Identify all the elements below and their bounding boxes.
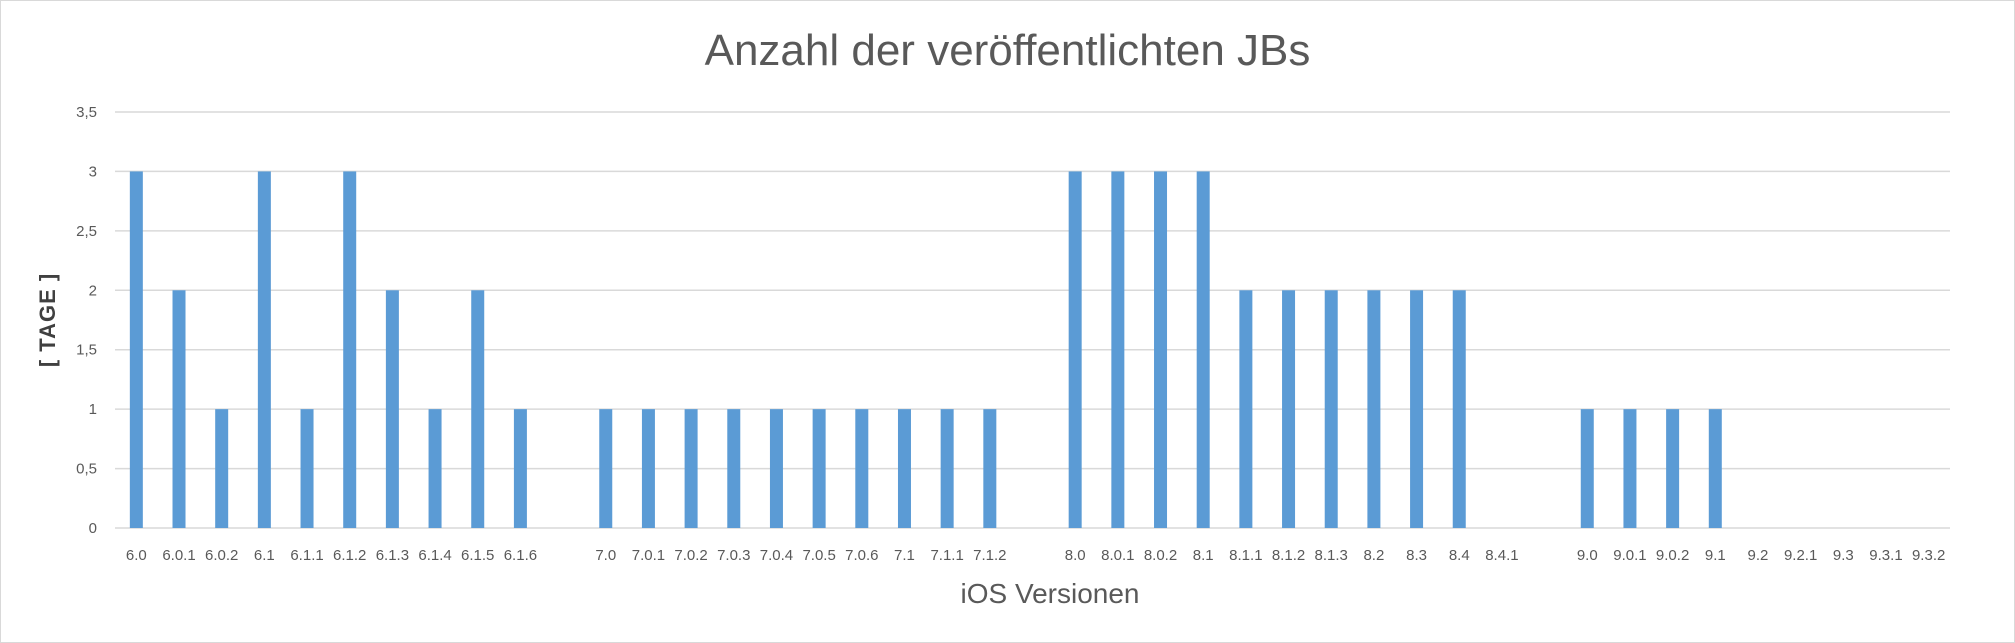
y-tick-label: 0	[89, 520, 97, 537]
bar	[1452, 290, 1466, 528]
x-tick-label: 7.0.1	[632, 547, 665, 564]
x-tick-label: 9.3.1	[1869, 547, 1902, 564]
x-tick-label: 6.1.3	[376, 547, 409, 564]
y-axis-ticks: 0 0,5 1 1,5 2 2,5 3 3,5	[76, 104, 97, 537]
x-tick-label: 9.0	[1577, 547, 1598, 564]
bar	[257, 171, 271, 528]
x-tick-label: 8.2	[1363, 547, 1384, 564]
y-tick-label: 2	[89, 282, 97, 299]
bar	[343, 171, 357, 528]
bar	[641, 409, 655, 528]
bar	[1410, 290, 1424, 528]
x-tick-label: 9.3	[1833, 547, 1854, 564]
y-tick-label: 1,5	[76, 342, 97, 359]
x-tick-label: 6.0.2	[205, 547, 238, 564]
x-tick-label: 7.0.4	[760, 547, 793, 564]
bar	[215, 409, 229, 528]
bar	[1154, 171, 1168, 528]
y-tick-label: 3,5	[76, 104, 97, 121]
x-tick-label: 9.0.1	[1613, 547, 1646, 564]
x-tick-label: 7.0.3	[717, 547, 750, 564]
x-tick-label: 9.0.2	[1656, 547, 1689, 564]
bar	[855, 409, 869, 528]
x-tick-label: 8.1.2	[1272, 547, 1305, 564]
x-tick-label: 8.3	[1406, 547, 1427, 564]
x-tick-label: 6.1.2	[333, 547, 366, 564]
y-tick-label: 0,5	[76, 461, 97, 478]
bars	[129, 171, 1722, 528]
gridlines	[115, 111, 1950, 529]
y-tick-label: 3	[89, 163, 97, 180]
x-axis-ticks: 6.0 6.0.1 6.0.2 6.1 6.1.1 6.1.2 6.1.3 6.1.4 6.1.…	[126, 547, 1945, 564]
x-tick-label: 7.1.1	[930, 547, 963, 564]
bar	[1068, 171, 1082, 528]
x-tick-label: 8.1	[1193, 547, 1214, 564]
bar	[129, 171, 143, 528]
x-tick-label: 7.1	[894, 547, 915, 564]
x-tick-label: 8.4	[1449, 547, 1470, 564]
bar	[983, 409, 997, 528]
y-tick-label: 2,5	[76, 223, 97, 240]
bar	[385, 290, 399, 528]
bar	[1623, 409, 1637, 528]
bar	[769, 409, 783, 528]
x-tick-label: 6.1.6	[504, 547, 537, 564]
bar	[727, 409, 741, 528]
x-tick-label: 8.4.1	[1485, 547, 1518, 564]
x-tick-label: 7.0.6	[845, 547, 878, 564]
x-tick-label: 6.1.4	[418, 547, 451, 564]
x-tick-label: 9.2.1	[1784, 547, 1817, 564]
y-tick-label: 1	[89, 401, 97, 418]
bar	[1708, 409, 1722, 528]
chart-title: Anzahl der veröffentlichten JBs	[704, 26, 1311, 75]
x-tick-label: 6.1.5	[461, 547, 494, 564]
x-tick-label: 6.0	[126, 547, 147, 564]
x-tick-label: 8.1.3	[1315, 547, 1348, 564]
x-tick-label: 9.3.2	[1912, 547, 1945, 564]
bar	[1666, 409, 1680, 528]
bar	[812, 409, 826, 528]
x-tick-label: 8.0	[1065, 547, 1086, 564]
bar	[1580, 409, 1594, 528]
x-tick-label: 6.0.1	[162, 547, 195, 564]
x-tick-label: 7.1.2	[973, 547, 1006, 564]
bar	[471, 290, 485, 528]
bar	[1324, 290, 1338, 528]
bar	[1111, 171, 1125, 528]
bar	[1282, 290, 1296, 528]
x-tick-label: 6.1.1	[290, 547, 323, 564]
bar	[172, 290, 186, 528]
bar	[1367, 290, 1381, 528]
x-tick-label: 6.1	[254, 547, 275, 564]
x-tick-label: 7.0.5	[802, 547, 835, 564]
x-tick-label: 8.0.1	[1101, 547, 1134, 564]
x-tick-label: 7.0.2	[674, 547, 707, 564]
x-tick-label: 8.0.2	[1144, 547, 1177, 564]
bar	[684, 409, 698, 528]
bar	[940, 409, 954, 528]
bar	[897, 409, 911, 528]
bar	[599, 409, 613, 528]
bar	[428, 409, 442, 528]
bar	[513, 409, 527, 528]
x-tick-label: 7.0	[595, 547, 616, 564]
bar	[1239, 290, 1253, 528]
bar	[300, 409, 314, 528]
x-tick-label: 9.1	[1705, 547, 1726, 564]
x-tick-label: 9.2	[1748, 547, 1769, 564]
bar	[1196, 171, 1210, 528]
x-tick-label: 8.1.1	[1229, 547, 1262, 564]
x-axis-title: iOS Versionen	[960, 578, 1140, 609]
